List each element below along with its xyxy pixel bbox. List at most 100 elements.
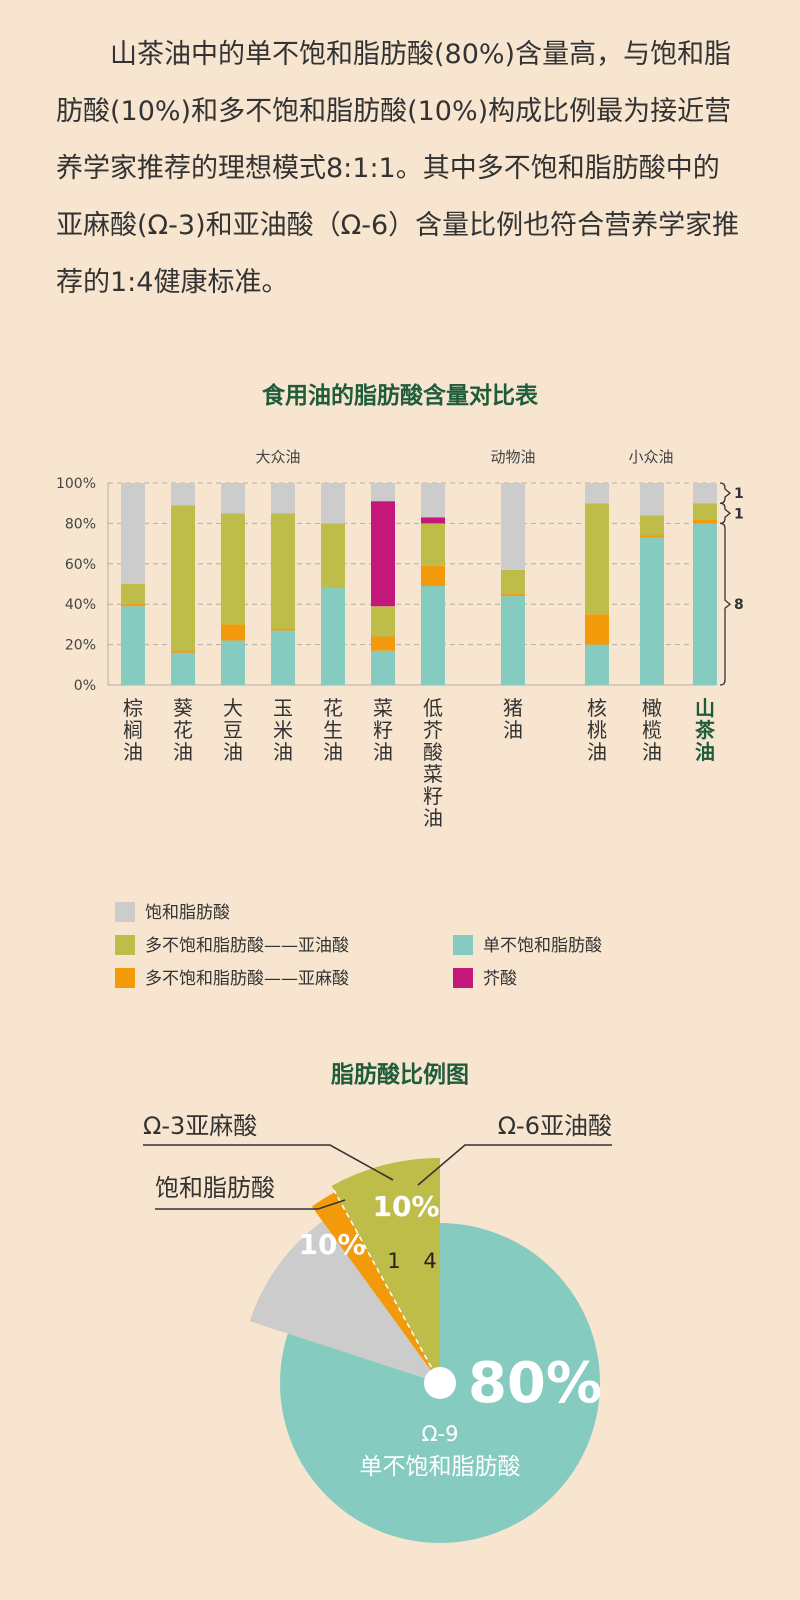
intro-paragraph: 山茶油中的单不饱和脂肪酸(80%)含量高，与饱和脂肪酸(10%)和多不饱和脂肪酸… xyxy=(56,39,740,298)
ratio-bracket-label: 1 xyxy=(734,486,744,502)
bar-segment-mono xyxy=(640,537,664,685)
pie-label-poly: 10% xyxy=(372,1190,439,1223)
category-label-char: 籽 xyxy=(423,784,443,808)
pie-ratio-linoleic: 4 xyxy=(423,1249,436,1273)
bar-segment-mono xyxy=(371,650,395,685)
category-label-char: 酸 xyxy=(423,740,443,764)
bar-segment-saturated xyxy=(585,483,609,504)
category-label-char: 菜 xyxy=(373,696,393,720)
bar-segment-linolenic xyxy=(421,565,445,587)
bar-segment-linoleic xyxy=(371,606,395,637)
bar-segment-linoleic xyxy=(221,513,245,625)
bar-segment-erucic xyxy=(421,517,445,524)
callout-line-saturated xyxy=(155,1199,346,1210)
legend-swatch-linoleic xyxy=(115,935,135,955)
pie-slice-linolenic xyxy=(311,1191,440,1383)
bar-segment-mono xyxy=(421,586,445,685)
bar-segment-linoleic xyxy=(585,503,609,615)
legend-label-saturated: 饱和脂肪酸 xyxy=(145,903,230,923)
callout-label-linolenic: Ω-3亚麻酸 xyxy=(143,1112,257,1140)
bar-segment-saturated xyxy=(271,483,295,514)
bar-segment-linoleic xyxy=(271,513,295,629)
legend-item-mono: 单不饱和脂肪酸 xyxy=(453,931,602,956)
category-label-char: 花 xyxy=(323,696,343,720)
legend-item-erucic: 芥酸 xyxy=(453,964,517,989)
y-tick-label: 40% xyxy=(65,597,96,613)
fatty-acid-pie-chart: 80% Ω-9 单不饱和脂肪酸 10%10% 1 4 饱和脂肪酸 Ω-3亚麻酸 Ω-6亚油酸 xyxy=(143,1112,612,1543)
callout-label-saturated: 饱和脂肪酸 xyxy=(155,1174,275,1202)
bar-segment-mono xyxy=(501,596,525,685)
category-label-char: 棕 xyxy=(123,696,143,720)
bar-segment-linoleic xyxy=(421,523,445,566)
category-label-char: 油 xyxy=(123,740,143,764)
pie-slice-linoleic xyxy=(331,1158,440,1383)
ratio-bracket-label: 8 xyxy=(734,597,744,613)
group-label: 小众油 xyxy=(628,448,673,466)
bar-segment-linolenic xyxy=(693,519,717,524)
bar-segment-linolenic xyxy=(585,614,609,645)
ratio-bracket xyxy=(719,522,732,686)
pie-slice-saturated xyxy=(249,1221,440,1383)
pie-chart-title: 脂肪酸比例图 xyxy=(331,1062,469,1088)
bar-segment-saturated xyxy=(693,483,717,504)
pie-divider xyxy=(333,1189,441,1384)
bar-segment-saturated xyxy=(640,483,664,516)
category-label-char: 生 xyxy=(323,718,343,742)
legend-label-mono: 单不饱和脂肪酸 xyxy=(483,936,602,956)
bar-segment-saturated xyxy=(121,483,145,584)
bar-segment-linolenic xyxy=(271,628,295,631)
bar-segment-saturated xyxy=(371,483,395,502)
category-label-char: 猪 xyxy=(503,696,523,720)
legend-swatch-mono xyxy=(453,935,473,955)
category-label-char: 芥 xyxy=(423,718,443,742)
category-label-char: 油 xyxy=(273,740,293,764)
pie-label-80: 80% xyxy=(468,1351,602,1416)
y-tick-label: 100% xyxy=(56,476,96,492)
pie-label-mono: 单不饱和脂肪酸 xyxy=(360,1454,521,1480)
legend-swatch-saturated xyxy=(115,902,135,922)
category-label-char: 大 xyxy=(223,696,243,720)
bar-segment-erucic xyxy=(371,501,395,607)
bar-segment-saturated xyxy=(421,483,445,518)
bar-segment-linoleic xyxy=(501,569,525,595)
y-tick-label: 20% xyxy=(65,638,96,654)
category-label-char: 油 xyxy=(423,806,443,830)
bar-segment-linolenic xyxy=(501,594,525,597)
ratio-bracket xyxy=(719,482,732,504)
bar-segment-linolenic xyxy=(221,624,245,641)
ratio-bracket-label: 1 xyxy=(734,506,744,522)
category-label-char: 油 xyxy=(373,740,393,764)
category-label-char: 榄 xyxy=(642,718,662,742)
legend-label-linoleic: 多不饱和脂肪酸——亚油酸 xyxy=(145,936,349,956)
legend-label-linolenic: 多不饱和脂肪酸——亚麻酸 xyxy=(145,969,349,989)
category-label-char: 玉 xyxy=(273,696,293,720)
bar-segment-mono xyxy=(321,588,345,685)
bar-segment-linoleic xyxy=(171,505,195,651)
bar-segment-linoleic xyxy=(693,503,717,520)
category-label-char: 油 xyxy=(695,740,715,764)
category-label-char: 山 xyxy=(695,696,715,720)
category-label-char: 花 xyxy=(173,718,193,742)
bar-segment-mono xyxy=(121,606,145,685)
bar-segment-mono xyxy=(271,630,295,685)
category-label-char: 葵 xyxy=(173,696,193,720)
y-tick-label: 80% xyxy=(65,516,96,532)
bar-segment-saturated xyxy=(321,483,345,524)
callout-label-linoleic: Ω-6亚油酸 xyxy=(498,1112,612,1140)
bar-segment-linoleic xyxy=(640,515,664,536)
fatty-acid-bar-chart: 0%20%40%60%80%100%大众油 动物油 小众油棕榈油葵花油大豆油玉米油花… xyxy=(56,448,744,830)
callout-line-linolenic xyxy=(143,1144,394,1181)
category-label-char: 豆 xyxy=(223,718,243,742)
y-tick-label: 60% xyxy=(65,557,96,573)
pie-center-dot xyxy=(424,1367,456,1399)
category-label-char: 榈 xyxy=(123,718,143,742)
bar-segment-linoleic xyxy=(121,584,145,605)
legend-item-linoleic: 多不饱和脂肪酸——亚油酸 xyxy=(115,931,349,956)
bar-segment-linoleic xyxy=(321,523,345,589)
legend-item-saturated: 饱和脂肪酸 xyxy=(115,898,230,923)
bar-segment-mono xyxy=(693,523,717,685)
category-label-char: 米 xyxy=(273,718,293,742)
category-label-char: 油 xyxy=(323,740,343,764)
legend-swatch-linolenic xyxy=(115,968,135,988)
